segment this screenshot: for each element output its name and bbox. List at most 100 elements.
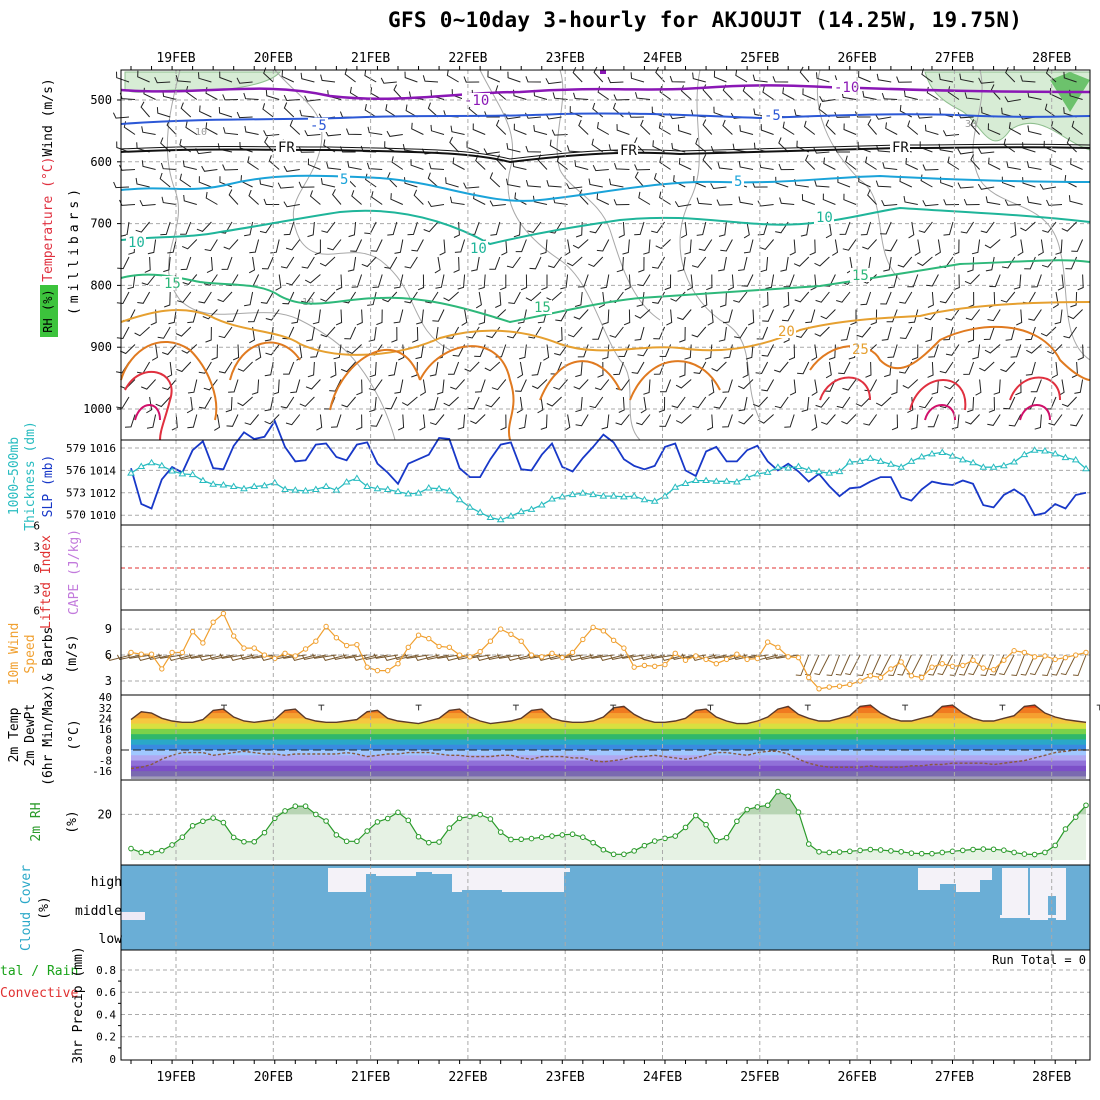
wind-barb [369, 396, 377, 413]
wind-barb [470, 414, 486, 425]
wind-speed-point [1073, 652, 1079, 658]
surface-wind-barb [928, 654, 943, 676]
thickness-point [640, 495, 649, 503]
isotherm-label-bg [832, 80, 860, 94]
surface-wind-barb [435, 653, 460, 659]
wind-barb [398, 344, 405, 361]
wind-barb [891, 379, 898, 395]
wind-barb [867, 119, 877, 135]
wind-barb [757, 200, 774, 207]
wind-barb [548, 221, 563, 234]
thickness-point [743, 473, 752, 481]
wind-speed-point [436, 643, 442, 650]
wind-barb [1063, 71, 1077, 83]
wind-barb [855, 396, 871, 407]
surface-wind-barb [1051, 654, 1066, 676]
isotherm [120, 206, 1091, 246]
wind-barb [1020, 75, 1036, 83]
wind-barb [947, 156, 960, 170]
wind-speed-point [333, 635, 340, 641]
surface-wind-barb [486, 654, 512, 660]
wind-barb [119, 199, 136, 206]
rh-point [795, 809, 802, 815]
surface-wind-barb [1029, 654, 1046, 676]
wind-speed-point [1042, 653, 1048, 659]
surface-wind-barb [219, 653, 245, 659]
wind-barb [1070, 158, 1083, 170]
wind-barb [419, 414, 426, 431]
wind-speed-point [888, 666, 894, 672]
wind-barb [597, 361, 604, 378]
wind-barb [801, 194, 815, 205]
thickness-point [260, 481, 269, 489]
wind-barb [964, 274, 980, 285]
wind-barb [307, 361, 315, 378]
thickness-point [558, 492, 567, 500]
wind-barb [512, 160, 527, 170]
slp-tick: 1014 [90, 464, 117, 477]
wind-barb [742, 85, 754, 100]
wind-barb [198, 396, 212, 409]
wind-barb [643, 239, 651, 255]
wind-barb [407, 221, 418, 236]
wind-barb [449, 136, 459, 153]
wind-barb [659, 156, 671, 170]
thickness-point [835, 467, 844, 475]
wind-barb [692, 396, 707, 409]
rh-point [785, 793, 792, 799]
cloud-gap [462, 868, 492, 890]
wind-barb [899, 291, 913, 304]
temp-band [131, 771, 1086, 777]
cloud-unit-label: (%) [37, 896, 52, 919]
rh-contour [816, 69, 901, 281]
wind-barb [918, 221, 933, 233]
slp-label: SLP (mb) [41, 455, 56, 518]
wind-barb [484, 111, 500, 118]
wind-barb [784, 414, 795, 428]
wind-barb [799, 66, 810, 83]
wind-barb [713, 70, 727, 83]
wind-barb [953, 274, 960, 291]
wind-barb [564, 414, 571, 431]
rh-point [641, 842, 648, 849]
wind-speed-point [251, 645, 257, 651]
wind-barb [452, 157, 465, 170]
surface-wind-barb [404, 653, 429, 659]
rh-point [148, 849, 155, 856]
wind-barb [738, 414, 754, 425]
wind-barb [793, 256, 810, 267]
surface-wind-barb [1060, 654, 1077, 676]
wind-barb [623, 309, 631, 326]
rh-point [518, 836, 525, 843]
wind-barb [613, 361, 624, 376]
thickness-point [1030, 446, 1039, 453]
wind-barb [528, 326, 542, 339]
wind-barb [1010, 344, 1022, 358]
rh-point [703, 821, 709, 828]
rh-point [918, 850, 925, 857]
wind-barb [394, 239, 404, 254]
wind-barb [876, 144, 892, 153]
thickness-line [130, 449, 1087, 521]
wind-barb [917, 256, 933, 267]
isotherm-label-bg [850, 342, 870, 356]
isotherm [629, 360, 721, 401]
wind-speed-point [672, 650, 678, 657]
wind-barb [555, 309, 569, 322]
date-label-top: 28FEB [1032, 51, 1071, 66]
surface-wind-barb [568, 654, 594, 661]
wind-barb [978, 77, 995, 84]
wind-barb [283, 221, 295, 236]
wind-barb [819, 95, 836, 102]
pressure-tick: 900 [90, 340, 112, 354]
wind-barb [887, 344, 898, 358]
thickness-point [907, 457, 916, 464]
surface-wind-barb [835, 654, 851, 676]
isotherm-label-bg [814, 210, 834, 224]
wind-barb [261, 256, 274, 270]
precip-tick: 0.4 [96, 1008, 116, 1021]
wind-barb [255, 344, 262, 361]
wind-barb [970, 154, 980, 170]
surface-wind-barb [229, 654, 255, 661]
wind-barb [304, 130, 321, 137]
